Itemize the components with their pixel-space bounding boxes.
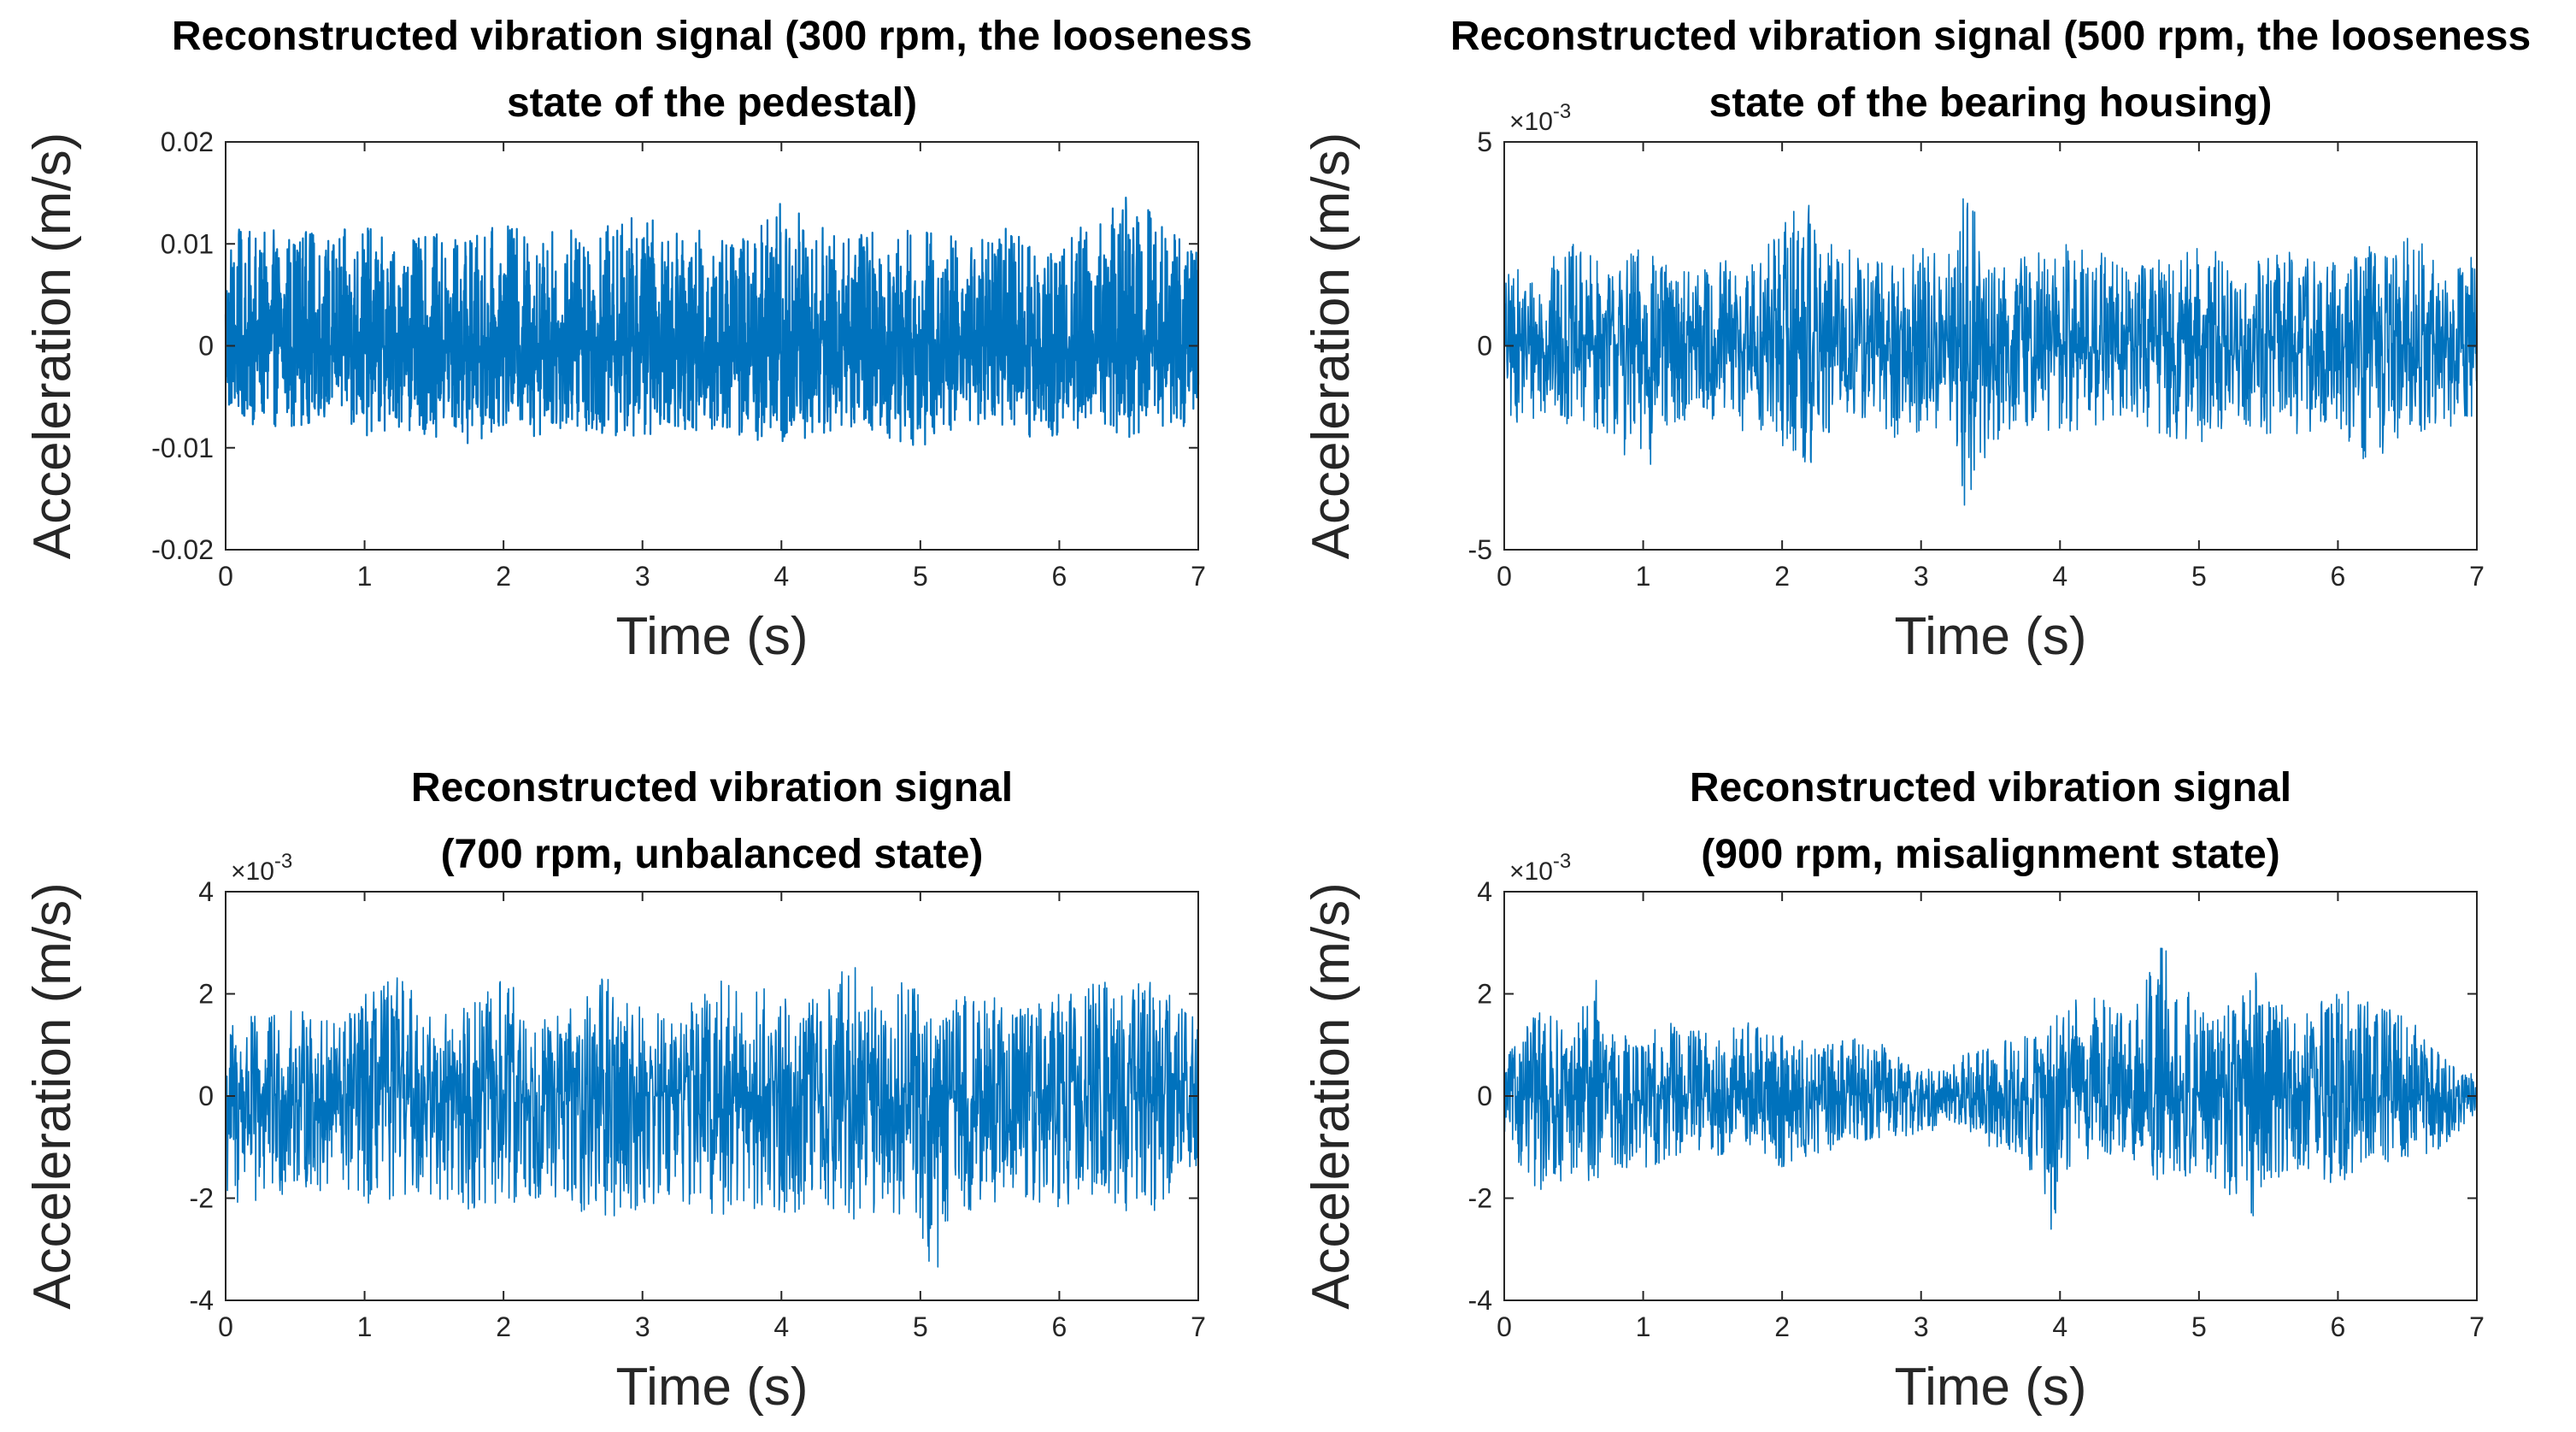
x-tick-label: 0 — [1497, 1311, 1512, 1342]
chart-title-line: Reconstructed vibration signal — [411, 765, 1013, 810]
exponent-base: ×10 — [1509, 108, 1553, 136]
chart-title-line: Reconstructed vibration signal (500 rpm,… — [1450, 14, 2531, 59]
x-tick-label: 1 — [357, 561, 373, 592]
x-axis-label: Time (s) — [616, 1358, 809, 1417]
x-axis-label: Time (s) — [1895, 1358, 2087, 1417]
x-tick-label: 5 — [2191, 561, 2207, 592]
signal-series-line — [1503, 947, 2478, 1230]
x-tick-label: 4 — [2052, 561, 2067, 592]
chart-title-line: Reconstructed vibration signal (300 rpm,… — [172, 14, 1252, 59]
exponent-power: -3 — [274, 850, 292, 873]
chart-title-line: state of the bearing housing) — [1709, 80, 2273, 126]
signal-series-line — [224, 197, 1200, 446]
subplot-2: Reconstructed vibration signal (500 rpm,… — [1302, 14, 2531, 666]
y-tick-label: 4 — [198, 876, 214, 907]
y-axis-label: Acceleration (m/s) — [1302, 133, 1361, 560]
y-tick-label: -0.02 — [151, 534, 214, 565]
y-exponent-label: ×10-3 — [1509, 100, 1571, 136]
x-tick-label: 6 — [1052, 1311, 1067, 1342]
y-axis-label: Acceleration (m/s) — [23, 133, 82, 560]
y-tick-label: 0 — [198, 331, 214, 362]
exponent-power: -3 — [1553, 100, 1571, 123]
x-tick-label: 5 — [913, 561, 928, 592]
x-tick-label: 2 — [1774, 1311, 1790, 1342]
chart-title-line: Reconstructed vibration signal — [1690, 765, 2291, 810]
y-axis-label: Acceleration (m/s) — [1302, 882, 1361, 1310]
y-tick-label: 0.01 — [161, 228, 214, 259]
x-tick-label: 4 — [2052, 1311, 2067, 1342]
subplot-3: Reconstructed vibration signal (700 rpm, … — [23, 765, 1206, 1417]
x-tick-label: 2 — [1774, 561, 1790, 592]
x-tick-label: 4 — [773, 561, 789, 592]
x-tick-label: 5 — [913, 1311, 928, 1342]
x-tick-label: 5 — [2191, 1311, 2207, 1342]
x-tick-label: 4 — [773, 1311, 789, 1342]
exponent-power: -3 — [1553, 850, 1571, 873]
subplot-4: Reconstructed vibration signal (900 rpm, … — [1302, 765, 2485, 1417]
y-tick-label: -5 — [1468, 534, 1492, 565]
y-exponent-label: ×10-3 — [231, 850, 292, 886]
y-tick-label: -4 — [190, 1285, 214, 1316]
chart-title-line: (700 rpm, unbalanced state) — [441, 832, 984, 877]
x-tick-label: 7 — [1191, 561, 1206, 592]
x-tick-label: 0 — [1497, 561, 1512, 592]
y-tick-label: -2 — [1468, 1183, 1492, 1214]
subplot-1: Reconstructed vibration signal (300 rpm,… — [23, 14, 1252, 666]
x-tick-label: 6 — [2331, 1311, 2346, 1342]
x-tick-label: 7 — [1191, 1311, 1206, 1342]
y-exponent-label: ×10-3 — [1509, 850, 1571, 886]
x-tick-label: 0 — [218, 1311, 233, 1342]
chart-title-line: state of the pedestal) — [507, 80, 917, 126]
x-tick-label: 1 — [1636, 561, 1651, 592]
y-tick-label: 4 — [1477, 876, 1492, 907]
x-axis-label: Time (s) — [616, 607, 809, 666]
exponent-base: ×10 — [231, 857, 274, 886]
chart-title-line: (900 rpm, misalignment state) — [1701, 832, 2280, 877]
x-tick-label: 3 — [635, 1311, 650, 1342]
x-tick-label: 2 — [496, 561, 511, 592]
x-tick-label: 3 — [635, 561, 650, 592]
signal-series-line — [225, 967, 1199, 1268]
x-tick-label: 1 — [357, 1311, 373, 1342]
y-tick-label: 0.02 — [161, 127, 214, 157]
y-tick-label: 0 — [1477, 1081, 1492, 1111]
y-tick-label: 2 — [1477, 979, 1492, 1010]
exponent-base: ×10 — [1509, 857, 1553, 886]
x-tick-label: 7 — [2469, 1311, 2485, 1342]
y-tick-label: 5 — [1477, 127, 1492, 157]
y-tick-label: 0 — [1477, 331, 1492, 362]
x-tick-label: 1 — [1636, 1311, 1651, 1342]
x-tick-label: 6 — [2331, 561, 2346, 592]
y-tick-label: 2 — [198, 979, 214, 1010]
y-tick-label: 0 — [198, 1081, 214, 1111]
x-tick-label: 3 — [1914, 561, 1929, 592]
x-axis-label: Time (s) — [1895, 607, 2087, 666]
y-axis-label: Acceleration (m/s) — [23, 882, 82, 1310]
y-tick-label: -2 — [190, 1183, 214, 1214]
x-tick-label: 3 — [1914, 1311, 1929, 1342]
x-tick-label: 0 — [218, 561, 233, 592]
x-tick-label: 2 — [496, 1311, 511, 1342]
x-tick-label: 6 — [1052, 561, 1067, 592]
y-tick-label: -4 — [1468, 1285, 1492, 1316]
x-tick-label: 7 — [2469, 561, 2485, 592]
y-tick-label: -0.01 — [151, 433, 214, 463]
signal-series-line — [1503, 197, 2478, 506]
